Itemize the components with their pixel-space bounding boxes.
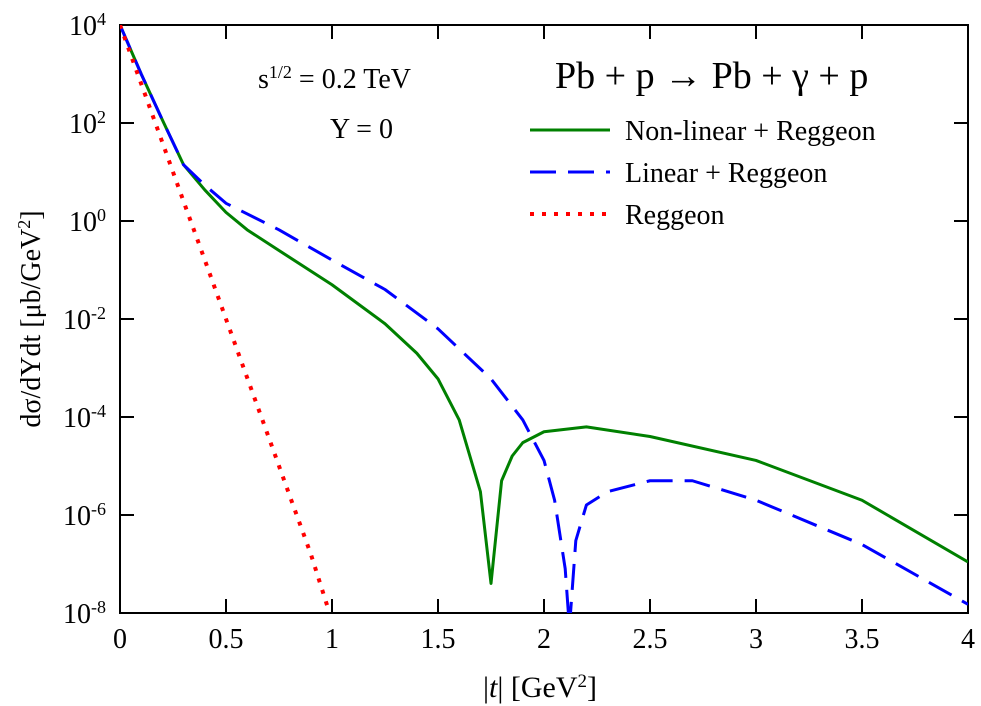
x-axis-label-part: ] — [587, 671, 597, 704]
x-tick-label: 3 — [749, 624, 763, 655]
y-tick-label: 104 — [69, 9, 106, 42]
chart-title: Pb + p → Pb + γ + p — [555, 55, 868, 97]
x-tick-label: 4 — [961, 624, 975, 655]
x-tick-label: 0.5 — [209, 624, 244, 655]
annotation: s1/2 = 0.2 TeV — [258, 62, 411, 95]
annotation-part: Y = 0 — [330, 114, 393, 145]
y-tick-exponent: -8 — [91, 597, 106, 617]
annotation-part: s — [258, 64, 269, 95]
y-tick-base: 10 — [63, 501, 91, 532]
legend-label: Non-linear + Reggeon — [625, 116, 876, 147]
y-tick-base: 10 — [69, 207, 97, 238]
y-axis-label-part: dσ/dYdt [μb/GeV — [16, 229, 47, 428]
legend-label: Linear + Reggeon — [625, 158, 827, 189]
y-tick-label: 102 — [69, 107, 106, 140]
y-tick-label: 10-2 — [63, 303, 106, 336]
y-tick-base: 10 — [69, 11, 97, 42]
y-axis-label: dσ/dYdt [μb/GeV2] — [14, 210, 47, 427]
y-tick-label: 100 — [69, 205, 106, 238]
x-axis-label-part: 2 — [578, 671, 588, 692]
y-tick-label: 10-6 — [63, 499, 106, 532]
x-tick-label: 2 — [537, 624, 551, 655]
y-tick-exponent: 0 — [97, 205, 106, 225]
y-tick-label: 10-4 — [63, 401, 106, 434]
y-tick-exponent: 4 — [97, 9, 106, 29]
x-tick-label: 0 — [113, 624, 127, 655]
y-tick-exponent: -2 — [91, 303, 106, 323]
x-axis-label-part: t — [489, 671, 498, 704]
y-tick-exponent: -6 — [91, 499, 106, 519]
annotation: Y = 0 — [330, 114, 393, 145]
annotation-part: = 0.2 TeV — [292, 64, 411, 95]
x-tick-label: 2.5 — [633, 624, 668, 655]
x-axis-label-part: | [GeV — [497, 671, 577, 704]
y-axis-label-part: 2 — [14, 220, 34, 229]
x-axis-label-part: | — [483, 671, 489, 704]
series-line — [120, 25, 968, 585]
plot-frame — [119, 24, 969, 614]
annotation-part: 1/2 — [269, 62, 292, 82]
y-tick-base: 10 — [63, 305, 91, 336]
y-tick-base: 10 — [63, 403, 91, 434]
legend-label: Reggeon — [625, 200, 725, 231]
x-tick-label: 1.5 — [421, 624, 456, 655]
series-line — [120, 25, 330, 609]
series-line — [120, 25, 968, 613]
y-tick-exponent: 2 — [97, 107, 106, 127]
x-tick-label: 1 — [325, 624, 339, 655]
y-tick-exponent: -4 — [91, 401, 106, 421]
x-tick-label: 3.5 — [845, 624, 880, 655]
y-tick-base: 10 — [63, 599, 91, 630]
x-axis-label: |t| [GeV2] — [483, 671, 597, 705]
y-axis-label-part: ] — [16, 210, 47, 219]
y-tick-base: 10 — [69, 109, 97, 140]
y-tick-label: 10-8 — [63, 597, 106, 630]
